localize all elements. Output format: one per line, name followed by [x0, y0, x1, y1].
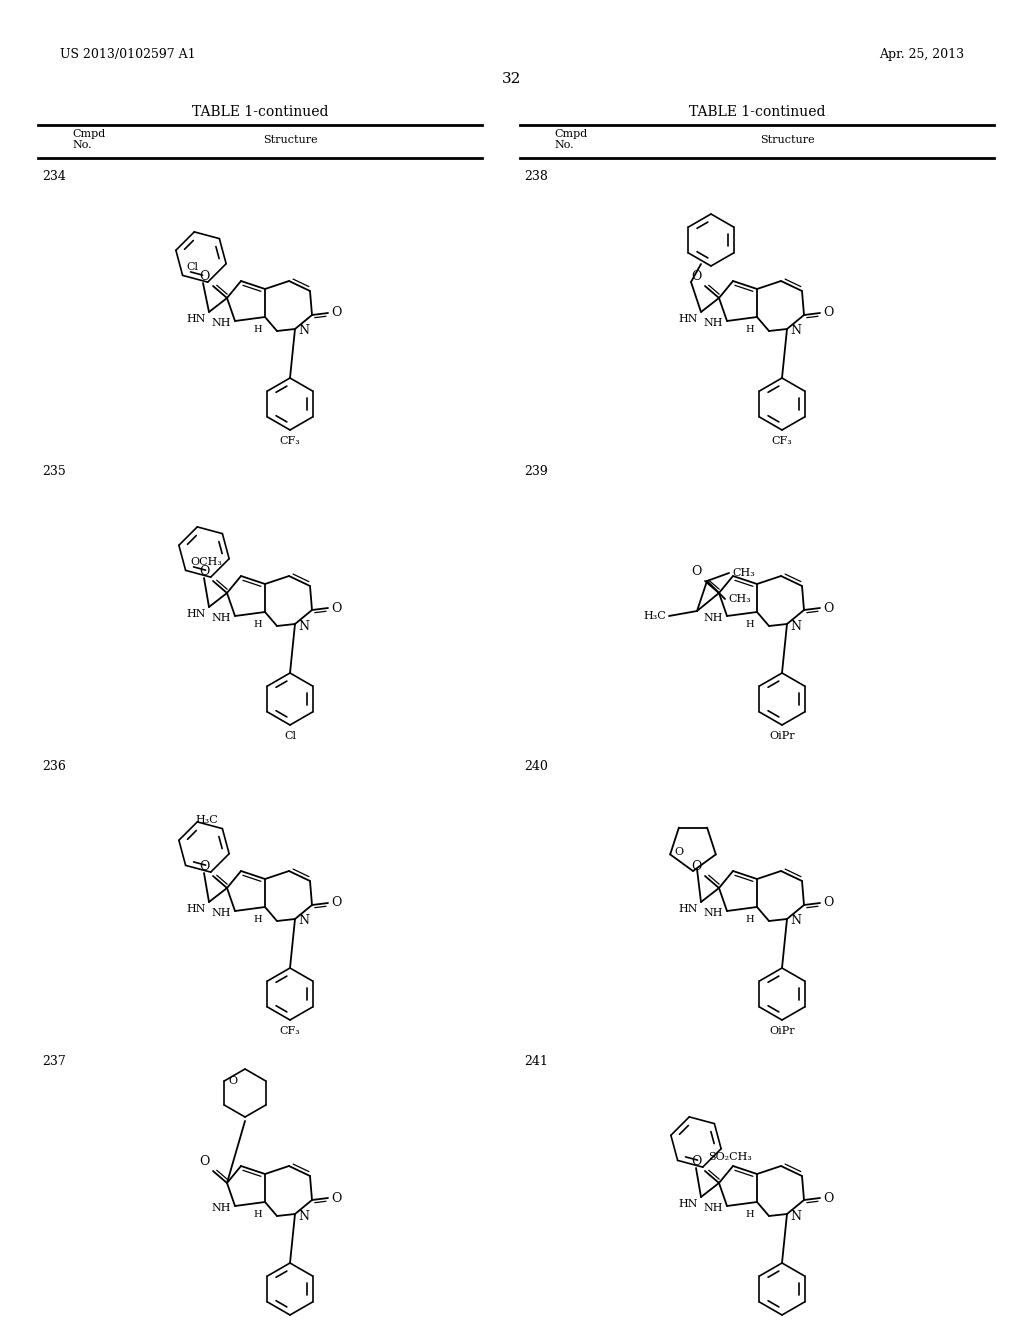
Text: O: O [200, 861, 210, 873]
Text: SO₂CH₃: SO₂CH₃ [708, 1152, 752, 1162]
Text: O: O [674, 847, 683, 858]
Text: NH: NH [703, 1203, 723, 1213]
Text: N: N [298, 1209, 309, 1222]
Text: N: N [298, 619, 309, 632]
Text: Structure: Structure [263, 135, 317, 145]
Text: O: O [691, 565, 702, 578]
Text: NH: NH [703, 612, 723, 623]
Text: H: H [745, 915, 754, 924]
Text: Apr. 25, 2013: Apr. 25, 2013 [879, 48, 964, 61]
Text: H₃C: H₃C [643, 611, 666, 620]
Text: CF₃: CF₃ [280, 436, 300, 446]
Text: O: O [331, 1192, 341, 1204]
Text: 234: 234 [42, 170, 66, 183]
Text: 32: 32 [503, 73, 521, 86]
Text: CF₃: CF₃ [772, 436, 793, 446]
Text: O: O [691, 1155, 702, 1168]
Text: N: N [298, 915, 309, 928]
Text: HN: HN [679, 1199, 698, 1209]
Text: No.: No. [554, 140, 573, 150]
Text: HN: HN [186, 904, 206, 913]
Text: O: O [331, 306, 341, 319]
Text: TABLE 1-continued: TABLE 1-continued [689, 106, 825, 119]
Text: HN: HN [186, 314, 206, 323]
Text: CH₃: CH₃ [728, 594, 751, 605]
Text: O: O [200, 565, 210, 578]
Text: TABLE 1-continued: TABLE 1-continued [191, 106, 329, 119]
Text: NH: NH [212, 318, 231, 327]
Text: Cmpd: Cmpd [72, 129, 105, 139]
Text: O: O [331, 602, 341, 615]
Text: HN: HN [186, 609, 206, 619]
Text: O: O [200, 271, 210, 282]
Text: OiPr: OiPr [769, 731, 795, 741]
Text: O: O [691, 861, 702, 873]
Text: H: H [253, 325, 262, 334]
Text: O: O [691, 271, 702, 282]
Text: CF₃: CF₃ [280, 1026, 300, 1036]
Text: 238: 238 [524, 170, 548, 183]
Text: No.: No. [72, 140, 91, 150]
Text: H: H [745, 325, 754, 334]
Text: 240: 240 [524, 760, 548, 774]
Text: N: N [790, 619, 801, 632]
Text: O: O [823, 602, 834, 615]
Text: H: H [745, 620, 754, 630]
Text: NH: NH [703, 908, 723, 917]
Text: NH: NH [703, 318, 723, 327]
Text: O: O [331, 896, 341, 909]
Text: N: N [790, 325, 801, 338]
Text: 237: 237 [42, 1055, 66, 1068]
Text: Structure: Structure [760, 135, 814, 145]
Text: H₃C: H₃C [196, 814, 218, 825]
Text: H: H [253, 1210, 262, 1218]
Text: 239: 239 [524, 465, 548, 478]
Text: N: N [790, 915, 801, 928]
Text: H: H [253, 620, 262, 630]
Text: N: N [298, 325, 309, 338]
Text: O: O [823, 306, 834, 319]
Text: 235: 235 [42, 465, 66, 478]
Text: OCH₃: OCH₃ [190, 557, 222, 568]
Text: CH₃: CH₃ [732, 568, 755, 578]
Text: HN: HN [679, 314, 698, 323]
Text: NH: NH [212, 612, 231, 623]
Text: OiPr: OiPr [769, 1026, 795, 1036]
Text: O: O [823, 896, 834, 909]
Text: O: O [228, 1076, 238, 1086]
Text: N: N [790, 1209, 801, 1222]
Text: HN: HN [679, 904, 698, 913]
Text: O: O [200, 1155, 210, 1168]
Text: 236: 236 [42, 760, 66, 774]
Text: NH: NH [212, 1203, 231, 1213]
Text: Cmpd: Cmpd [554, 129, 587, 139]
Text: US 2013/0102597 A1: US 2013/0102597 A1 [60, 48, 196, 61]
Text: 241: 241 [524, 1055, 548, 1068]
Text: Cl: Cl [186, 263, 199, 272]
Text: H: H [745, 1210, 754, 1218]
Text: O: O [823, 1192, 834, 1204]
Text: NH: NH [212, 908, 231, 917]
Text: H: H [253, 915, 262, 924]
Text: Cl: Cl [284, 731, 296, 741]
